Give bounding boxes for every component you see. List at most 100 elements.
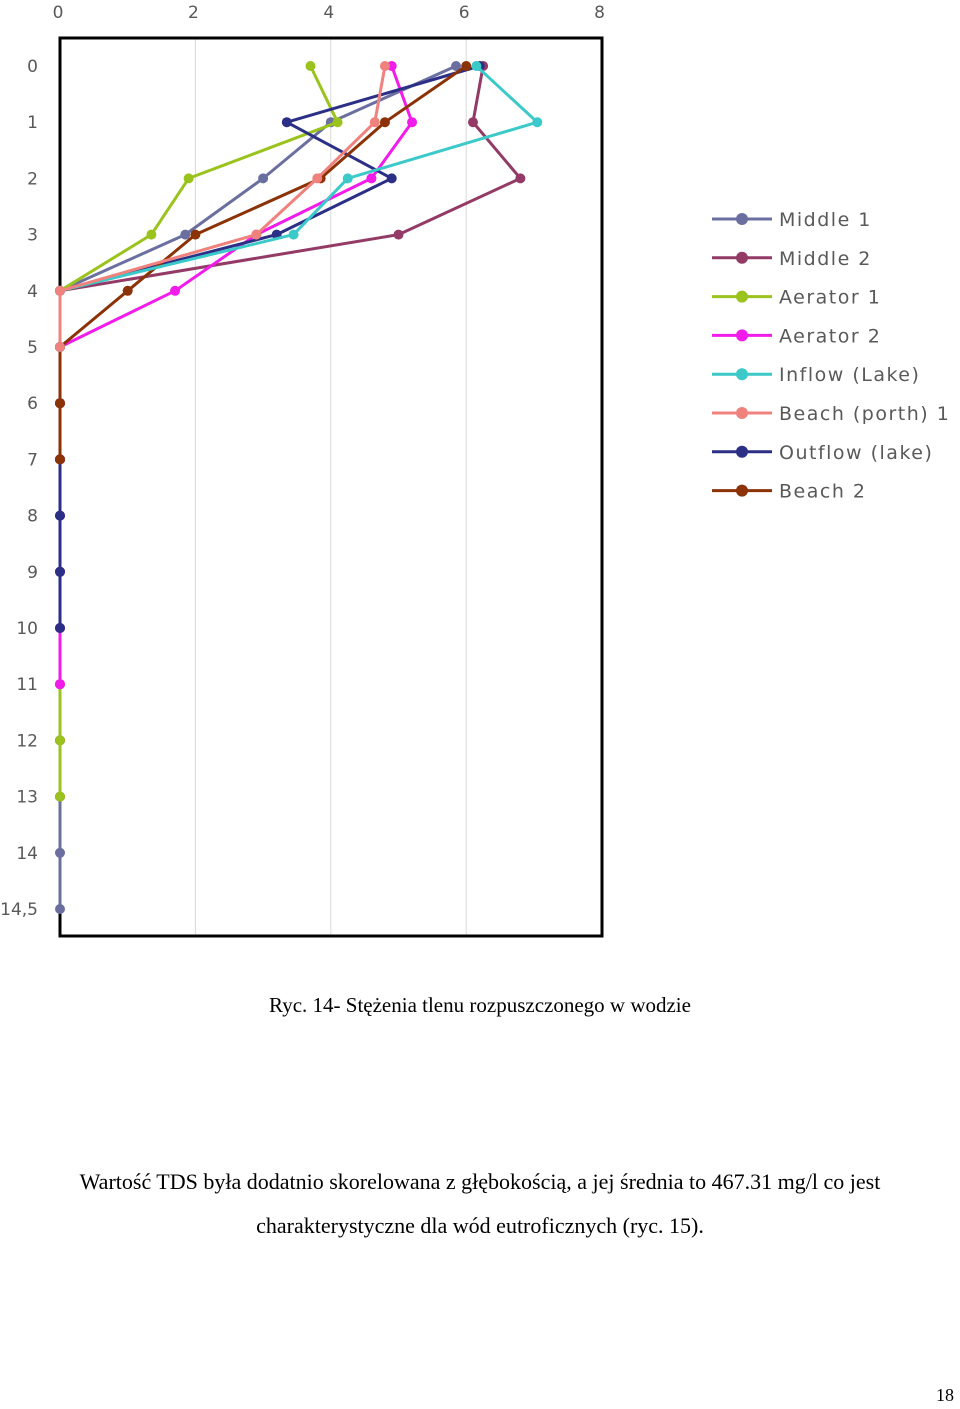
legend-swatch-marker: [736, 368, 748, 381]
data-point: [122, 285, 133, 296]
data-point: [55, 735, 65, 746]
y-tick-label: 10: [16, 619, 38, 639]
y-tick-label: 13: [16, 788, 38, 808]
data-point: [55, 623, 65, 633]
data-point: [366, 173, 377, 184]
x-tick-label: 2: [188, 3, 199, 23]
series-beach-porth-1: [55, 61, 390, 352]
data-point: [369, 117, 380, 128]
data-point: [55, 791, 65, 802]
y-tick-label: 11: [16, 675, 38, 695]
series-aerator-2: [55, 61, 418, 690]
y-tick-label: 4: [27, 282, 38, 302]
legend-label: Middle 2: [779, 248, 872, 270]
data-point: [312, 173, 323, 184]
data-point: [532, 117, 543, 128]
data-point: [55, 679, 65, 690]
data-point: [170, 285, 181, 296]
data-point: [55, 904, 65, 914]
legend-swatch-marker: [736, 484, 748, 497]
y-tick-label: 7: [27, 450, 38, 470]
data-point: [515, 173, 526, 184]
legend-swatch-marker: [736, 329, 748, 342]
data-point: [393, 229, 404, 240]
data-point: [379, 117, 390, 128]
y-tick-label: 1: [27, 113, 38, 133]
x-tick-label: 6: [459, 3, 470, 23]
series-inflow-lake: [55, 61, 543, 352]
data-point: [332, 117, 343, 128]
y-tick-label: 5: [27, 338, 38, 358]
y-tick-label: 3: [27, 226, 38, 246]
data-point: [342, 173, 353, 184]
chart-series: [55, 61, 543, 914]
legend-entry: Outflow (lake): [712, 442, 933, 464]
data-point: [55, 510, 65, 521]
legend-swatch-marker: [736, 213, 748, 225]
data-point: [55, 285, 65, 296]
series-line: [58, 64, 481, 628]
data-point: [190, 229, 201, 240]
x-tick-label: 8: [594, 3, 605, 23]
data-point: [461, 61, 472, 71]
legend-swatch-marker: [736, 290, 748, 303]
series-line: [58, 65, 414, 685]
chart-legend: Middle 1 Middle 2 Aerator 1 Aerator 2 Inflow…: [712, 209, 950, 503]
series-line: [58, 64, 539, 347]
data-point: [180, 229, 191, 240]
y-tick-label: 14,5: [0, 900, 38, 920]
y-tick-label: 2: [27, 169, 38, 189]
paragraph-line-2: charakterystyczne dla wód eutroficznych …: [256, 1213, 704, 1238]
data-point: [55, 847, 65, 858]
legend-label: Aerator 1: [779, 287, 881, 309]
data-point: [407, 117, 418, 128]
page-number: 18: [936, 1385, 954, 1405]
y-tick-label: 12: [16, 731, 38, 751]
series-aerator-1: [55, 61, 343, 802]
legend-label: Middle 1: [779, 209, 872, 231]
data-point: [386, 173, 397, 184]
data-point: [471, 61, 482, 71]
series-line: [58, 65, 340, 797]
data-point: [467, 117, 478, 128]
y-tick-label: 8: [27, 507, 38, 527]
legend-label: Beach (porth) 1: [779, 403, 950, 425]
x-tick-label: 4: [323, 3, 334, 23]
legend-label: Inflow (Lake): [779, 364, 920, 386]
data-point: [288, 229, 299, 240]
legend-entry: Middle 2: [712, 248, 872, 270]
legend-entry: Aerator 1: [712, 287, 881, 309]
legend-label: Outflow (lake): [779, 442, 933, 464]
data-point: [379, 61, 390, 71]
y-tick-label: 9: [27, 563, 38, 583]
legend-entry: Aerator 2: [712, 325, 880, 347]
data-point: [258, 173, 269, 184]
body-paragraph: Wartość TDS była dodatnio skorelowana z …: [0, 1160, 960, 1248]
legend-entry: Beach 2: [712, 481, 865, 503]
data-point: [55, 398, 65, 409]
legend-swatch-marker: [736, 251, 748, 264]
series-line: [58, 65, 387, 347]
data-point: [55, 566, 65, 577]
legend-entry: Beach (porth) 1: [712, 403, 950, 425]
data-point: [251, 229, 262, 240]
y-tick-label: 14: [16, 844, 38, 864]
figure-caption: Ryc. 14- Stężenia tlenu rozpuszczonego w…: [269, 993, 691, 1017]
data-point: [183, 173, 194, 184]
data-point: [305, 61, 316, 71]
data-point: [451, 61, 462, 71]
legend-swatch-marker: [736, 445, 748, 458]
legend-entry: Inflow (Lake): [712, 364, 920, 386]
chart-gridlines: [194, 38, 467, 936]
y-tick-label: 0: [27, 57, 38, 77]
legend-entry: Middle 1: [712, 209, 872, 231]
data-point: [146, 229, 157, 240]
series-line: [58, 65, 522, 797]
y-tick-label: 6: [27, 394, 38, 414]
series-line: [58, 64, 457, 909]
legend-swatch-marker: [736, 407, 748, 419]
series-middle-2: [55, 61, 526, 802]
data-point: [55, 342, 65, 352]
